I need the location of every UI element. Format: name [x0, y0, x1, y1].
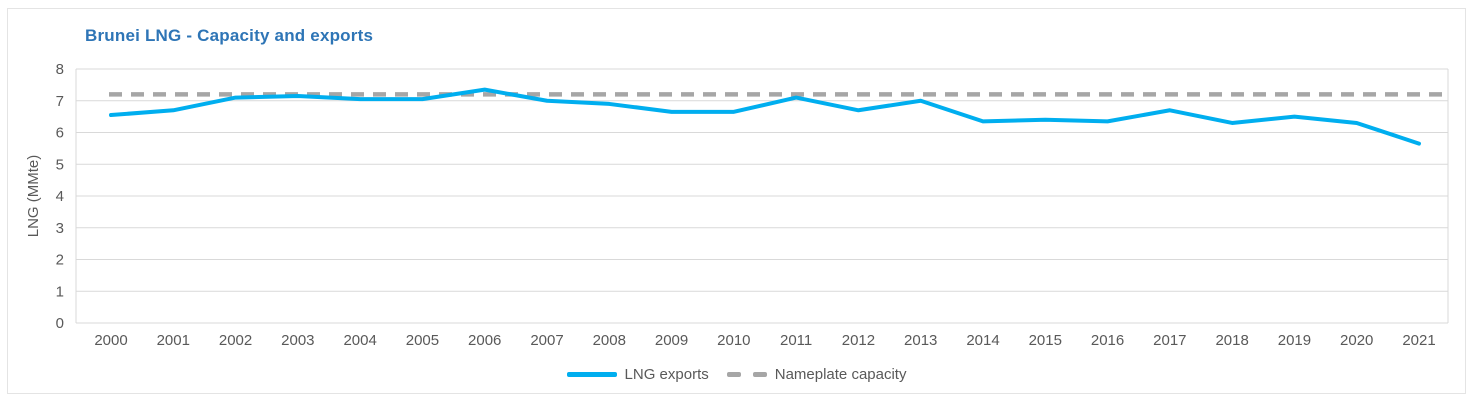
x-axis-label: 2012	[842, 332, 875, 349]
lng-exports-line	[109, 87, 1421, 146]
x-axis-label: 2000	[94, 332, 127, 349]
nameplate-capacity-dash-swatch	[726, 372, 767, 377]
x-axis-label: 2019	[1278, 332, 1311, 349]
x-axis-label: 2009	[655, 332, 688, 349]
x-axis-label: 2018	[1215, 332, 1248, 349]
y-tick-label: 4	[56, 188, 64, 205]
x-axis-label: 2016	[1091, 332, 1124, 349]
x-axis-label: 2005	[406, 332, 439, 349]
legend-item-lng-exports: LNG exports	[566, 366, 709, 383]
legend-label-nameplate-capacity: Nameplate capacity	[774, 366, 907, 383]
x-axis-label: 2002	[219, 332, 252, 349]
chart-title: Brunei LNG - Capacity and exports	[85, 26, 374, 45]
y-tick-label: 7	[56, 93, 64, 110]
legend-label-lng-exports: LNG exports	[624, 366, 709, 383]
lng-exports-line-swatch	[566, 372, 617, 377]
chart-plot-area: 0 1 2 3 4 5 6 7 8 2000 2001 2002 2003 2004 2005 2006 200…	[25, 61, 1449, 349]
x-axis-label: 2007	[530, 332, 563, 349]
chart-legend: LNG exports Nameplate capacity	[8, 366, 1465, 383]
x-axis-label: 2011	[780, 332, 812, 349]
y-axis-title: LNG (MMte)	[25, 155, 42, 238]
x-axis-label: 2003	[281, 332, 314, 349]
x-axis-label: 2001	[157, 332, 190, 349]
x-axis-label: 2004	[343, 332, 376, 349]
y-tick-label: 5	[56, 156, 64, 173]
x-axis-label: 2020	[1340, 332, 1373, 349]
x-axis-label: 2014	[966, 332, 999, 349]
y-tick-label: 8	[56, 61, 64, 78]
dash-segment	[752, 372, 767, 377]
x-axis-label: 2010	[717, 332, 750, 349]
y-tick-label: 3	[56, 220, 64, 237]
x-axis-label: 2015	[1029, 332, 1062, 349]
x-axis-label: 2017	[1153, 332, 1186, 349]
legend-item-nameplate-capacity: Nameplate capacity	[726, 366, 907, 383]
x-axis-label: 2013	[904, 332, 937, 349]
y-tick-label: 0	[56, 315, 64, 332]
y-tick-label: 6	[56, 125, 64, 142]
y-tick-label: 1	[56, 283, 64, 300]
dash-segment	[726, 372, 741, 377]
x-axis-label: 2021	[1402, 332, 1435, 349]
chart-container: Brunei LNG - Capacity and exports 0 1 2 3 4 5…	[7, 8, 1466, 394]
x-axis-label: 2008	[593, 332, 626, 349]
x-axis-label: 2006	[468, 332, 501, 349]
y-tick-label: 2	[56, 252, 64, 269]
